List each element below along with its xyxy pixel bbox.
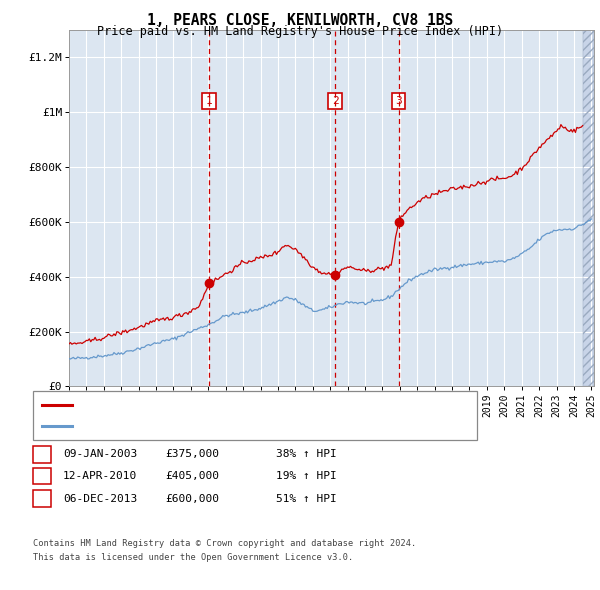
Text: HPI: Average price, detached house, Warwick: HPI: Average price, detached house, Warw… xyxy=(77,421,356,431)
Text: 1: 1 xyxy=(38,450,46,459)
Bar xyxy=(583,30,594,386)
Bar xyxy=(583,30,594,386)
Text: 12-APR-2010: 12-APR-2010 xyxy=(63,471,137,481)
Text: 2: 2 xyxy=(332,96,338,106)
Text: Contains HM Land Registry data © Crown copyright and database right 2024.: Contains HM Land Registry data © Crown c… xyxy=(33,539,416,548)
Text: 06-DEC-2013: 06-DEC-2013 xyxy=(63,494,137,503)
Text: 09-JAN-2003: 09-JAN-2003 xyxy=(63,450,137,459)
Text: This data is licensed under the Open Government Licence v3.0.: This data is licensed under the Open Gov… xyxy=(33,553,353,562)
Text: 3: 3 xyxy=(395,96,402,106)
Text: Price paid vs. HM Land Registry's House Price Index (HPI): Price paid vs. HM Land Registry's House … xyxy=(97,25,503,38)
Text: 3: 3 xyxy=(38,494,46,503)
Text: 1, PEARS CLOSE, KENILWORTH, CV8 1BS (detached house): 1, PEARS CLOSE, KENILWORTH, CV8 1BS (det… xyxy=(77,399,415,409)
Text: 38% ↑ HPI: 38% ↑ HPI xyxy=(276,450,337,459)
Text: £375,000: £375,000 xyxy=(165,450,219,459)
Text: 2: 2 xyxy=(38,471,46,481)
Text: £405,000: £405,000 xyxy=(165,471,219,481)
Text: 51% ↑ HPI: 51% ↑ HPI xyxy=(276,494,337,503)
Text: 1, PEARS CLOSE, KENILWORTH, CV8 1BS: 1, PEARS CLOSE, KENILWORTH, CV8 1BS xyxy=(147,13,453,28)
Text: 19% ↑ HPI: 19% ↑ HPI xyxy=(276,471,337,481)
Text: £600,000: £600,000 xyxy=(165,494,219,503)
Text: 1: 1 xyxy=(205,96,212,106)
